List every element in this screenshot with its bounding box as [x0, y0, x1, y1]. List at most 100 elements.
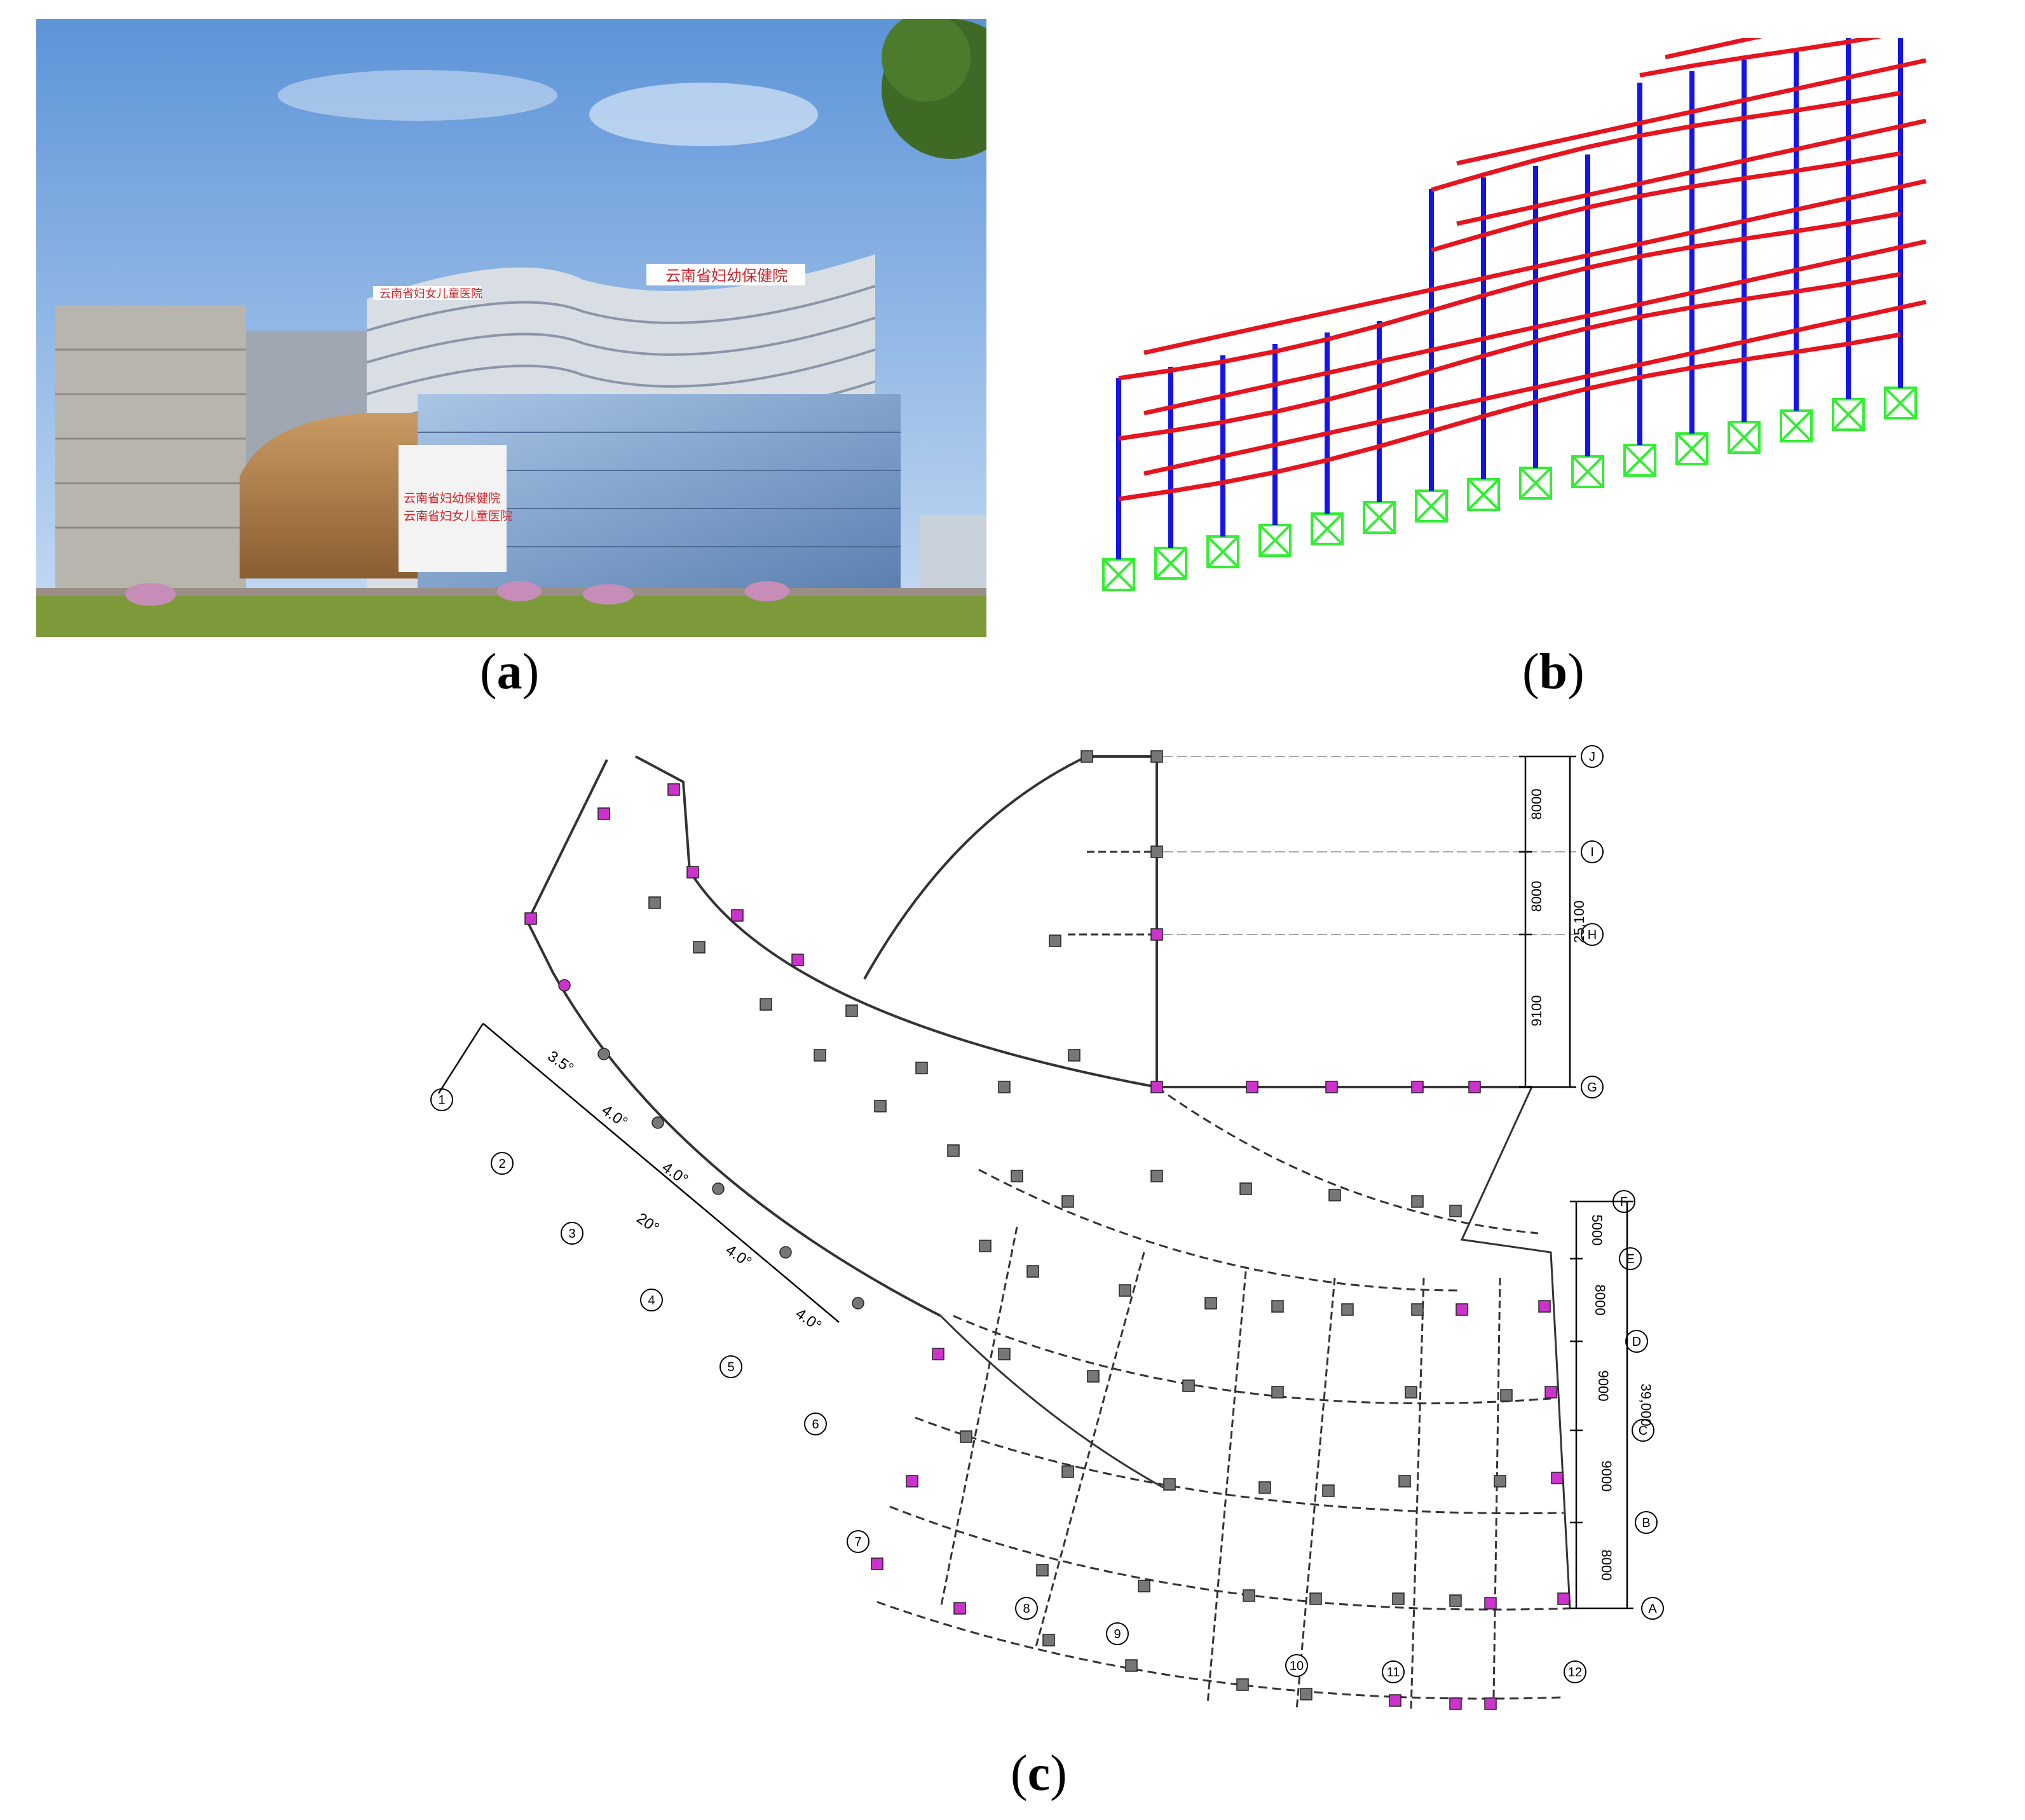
- row-axis-b: B: [1642, 1516, 1650, 1530]
- plan-column: [1411, 1303, 1424, 1316]
- col-axis-5: 5: [727, 1360, 734, 1374]
- row-axis-e: E: [1626, 1252, 1634, 1266]
- col-axis-8: 8: [1023, 1602, 1030, 1616]
- row-axis-d: D: [1632, 1335, 1641, 1349]
- panel-c-floor-plan: A B C D E F G H I J 1 2 3 4 5 6 7 8 9 10 11 12 3.5° 4.0° 4.0° 4.…: [0, 731, 2025, 1723]
- support-brace: [1258, 524, 1292, 557]
- plan-round-column: [597, 1048, 610, 1060]
- support-brace: [1206, 535, 1239, 568]
- frame-beam-level: [1431, 90, 1901, 193]
- col-axis-8-circle: [1015, 1597, 1038, 1620]
- plan-column: [998, 1081, 1011, 1093]
- plan-column: [1087, 1370, 1100, 1383]
- plan-column: [1341, 1303, 1354, 1316]
- col-axis-7-circle: [847, 1530, 869, 1553]
- frame-beam-level: [1118, 211, 1901, 381]
- row-axis-a: A: [1648, 1602, 1657, 1616]
- support-brace: [1675, 432, 1708, 465]
- plan-column: [1061, 1195, 1074, 1208]
- plan-column: [1026, 1265, 1039, 1278]
- angle-label: 4.0°: [793, 1305, 825, 1335]
- plan-column: [1049, 934, 1061, 947]
- plan-column: [1150, 750, 1163, 763]
- plan-column: [1544, 1386, 1557, 1399]
- support-brace: [1728, 421, 1761, 454]
- dimension-label: 5000: [1589, 1215, 1605, 1246]
- col-axis-4: 4: [648, 1294, 655, 1308]
- support-brace: [1571, 455, 1604, 488]
- plan-column: [1468, 1081, 1481, 1093]
- plan-column: [1300, 1688, 1312, 1700]
- plan-column: [1150, 1081, 1163, 1093]
- col-axis-12-circle: [1564, 1660, 1586, 1683]
- support-brace: [1832, 398, 1865, 431]
- plan-column: [1182, 1379, 1195, 1392]
- plan-column: [1163, 1478, 1176, 1491]
- plan-column: [1500, 1389, 1513, 1402]
- frame-beam-level: [1118, 332, 1901, 502]
- plan-column: [1150, 845, 1163, 858]
- plan-column: [1392, 1592, 1405, 1605]
- plan-column: [1138, 1580, 1150, 1592]
- col-axis-12: 12: [1568, 1666, 1582, 1680]
- col-axis-2: 2: [498, 1157, 505, 1171]
- col-axis-3-circle: [561, 1222, 583, 1245]
- row-axis-c-circle: [1632, 1419, 1654, 1442]
- plan-column: [874, 1100, 887, 1112]
- frame-beam-level: [1456, 58, 1926, 166]
- row-axis-e-circle: [1619, 1247, 1642, 1270]
- sign-front-1: 云南省妇幼保健院: [404, 491, 500, 505]
- plan-column: [1081, 750, 1093, 763]
- plan-column: [1204, 1297, 1217, 1310]
- plan-column: [932, 1348, 944, 1360]
- row-axis-c: C: [1639, 1424, 1647, 1438]
- plan-column: [648, 896, 661, 909]
- frame-beam-level: [1143, 239, 1926, 416]
- frame-beams: [1118, 0, 1926, 502]
- col-axis-10: 10: [1290, 1659, 1304, 1673]
- col-axis-3: 3: [568, 1227, 575, 1241]
- col-axis-6-circle: [804, 1413, 827, 1435]
- plan-column: [871, 1557, 883, 1570]
- col-axis-9: 9: [1114, 1627, 1121, 1641]
- caption-c: (c): [1011, 1746, 1067, 1802]
- plan-column: [1405, 1386, 1417, 1399]
- plan-column: [1119, 1284, 1131, 1297]
- plan-column: [1011, 1170, 1023, 1182]
- row-axis-i-circle: [1581, 840, 1604, 863]
- frame-beam-level: [1118, 271, 1901, 441]
- support-brace: [1780, 409, 1813, 442]
- plan-column: [1243, 1589, 1255, 1602]
- row-axis-g: G: [1587, 1081, 1597, 1095]
- plan-column: [524, 912, 537, 925]
- support-brace: [1363, 501, 1396, 534]
- dimension-label: 8000: [1599, 1550, 1614, 1581]
- dimension-label: 8000: [1529, 881, 1544, 912]
- caption-a: (a): [480, 644, 540, 700]
- plan-column: [1239, 1182, 1252, 1195]
- sign-top-right: 云南省妇幼保健院: [665, 268, 788, 285]
- plan-column: [1271, 1300, 1284, 1313]
- angle-label: 20°: [634, 1210, 662, 1237]
- plan-column: [1068, 1049, 1081, 1062]
- col-axis-9-circle: [1106, 1622, 1129, 1645]
- plan-round-column: [651, 1116, 664, 1129]
- row-axis-j: J: [1589, 750, 1595, 764]
- plan-round-column: [712, 1182, 725, 1195]
- plan-column: [1484, 1697, 1497, 1710]
- plan-column: [667, 783, 680, 796]
- dimension-label: 25,100: [1571, 900, 1587, 943]
- plan-column: [1322, 1484, 1335, 1497]
- frame-model-image: [1102, 0, 1926, 591]
- plan-column: [1150, 928, 1163, 941]
- plan-column: [1061, 1465, 1074, 1478]
- plan-column: [760, 998, 772, 1011]
- plan-round-column: [852, 1297, 864, 1310]
- row-axis-j-circle: [1581, 745, 1604, 768]
- sign-top-left: 云南省妇女儿童医院: [379, 287, 482, 300]
- support-brace: [1884, 387, 1917, 420]
- plan-column: [1484, 1597, 1497, 1610]
- row-axis-d-circle: [1625, 1330, 1648, 1353]
- plan-column: [1551, 1472, 1564, 1484]
- angle-label: 4.0°: [723, 1242, 755, 1271]
